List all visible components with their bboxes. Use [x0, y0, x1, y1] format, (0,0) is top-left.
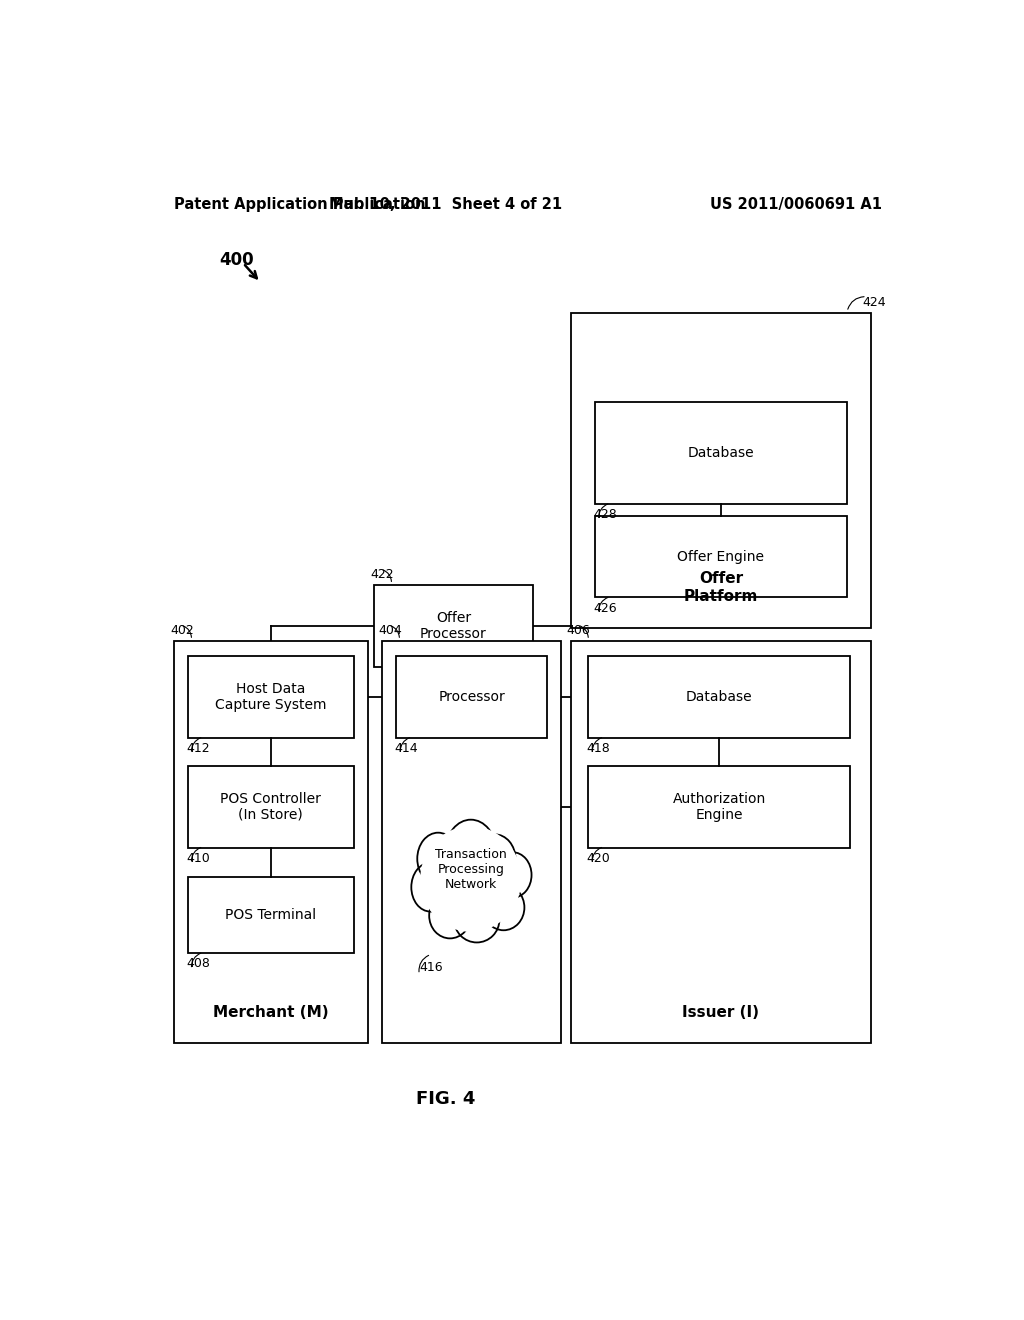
- Text: Database: Database: [687, 446, 754, 461]
- Text: 428: 428: [593, 508, 616, 521]
- Ellipse shape: [494, 853, 531, 898]
- Text: 412: 412: [186, 742, 210, 755]
- Text: Issuer (I): Issuer (I): [682, 1005, 760, 1019]
- Ellipse shape: [429, 892, 471, 939]
- Text: 400: 400: [219, 251, 254, 269]
- Text: Merchant (M): Merchant (M): [213, 1005, 329, 1019]
- Text: 422: 422: [370, 568, 393, 581]
- Bar: [595, 403, 847, 504]
- Bar: [570, 642, 870, 1043]
- Bar: [382, 642, 560, 1043]
- Ellipse shape: [482, 884, 524, 931]
- Bar: [374, 585, 532, 667]
- Text: US 2011/0060691 A1: US 2011/0060691 A1: [710, 197, 882, 211]
- Text: 410: 410: [186, 851, 210, 865]
- Text: Authorization
Engine: Authorization Engine: [673, 792, 766, 822]
- Bar: [187, 656, 354, 738]
- Bar: [174, 642, 369, 1043]
- Ellipse shape: [455, 896, 500, 942]
- Text: Offer
Processor: Offer Processor: [420, 611, 486, 642]
- Text: 406: 406: [567, 624, 591, 638]
- Bar: [570, 313, 870, 628]
- Text: 402: 402: [170, 624, 194, 638]
- Text: Offer Engine: Offer Engine: [677, 550, 764, 564]
- Bar: [187, 876, 354, 953]
- Text: 420: 420: [587, 851, 610, 865]
- Text: 408: 408: [186, 957, 210, 970]
- Text: 424: 424: [863, 296, 887, 309]
- Ellipse shape: [417, 833, 459, 884]
- Text: Mar. 10, 2011  Sheet 4 of 21: Mar. 10, 2011 Sheet 4 of 21: [329, 197, 562, 211]
- Text: Host Data
Capture System: Host Data Capture System: [215, 682, 327, 713]
- Text: 414: 414: [394, 742, 418, 755]
- Bar: [396, 656, 547, 738]
- Text: Processor: Processor: [438, 690, 505, 704]
- Text: 404: 404: [378, 624, 401, 638]
- Text: FIG. 4: FIG. 4: [416, 1089, 475, 1107]
- Ellipse shape: [412, 863, 450, 912]
- Bar: [588, 656, 850, 738]
- Text: Patent Application Publication: Patent Application Publication: [174, 197, 426, 211]
- Text: 426: 426: [593, 602, 616, 615]
- Bar: [595, 516, 847, 598]
- Text: Transaction
Processing
Network: Transaction Processing Network: [435, 849, 507, 891]
- Text: POS Controller
(In Store): POS Controller (In Store): [220, 792, 322, 822]
- Text: POS Terminal: POS Terminal: [225, 908, 316, 923]
- Bar: [588, 766, 850, 847]
- Ellipse shape: [420, 826, 521, 932]
- Text: 416: 416: [419, 961, 442, 974]
- Text: Offer
Platform: Offer Platform: [684, 572, 758, 603]
- Text: 418: 418: [587, 742, 610, 755]
- Text: Database: Database: [686, 690, 753, 704]
- Ellipse shape: [474, 834, 515, 883]
- Bar: [187, 766, 354, 847]
- Ellipse shape: [445, 820, 496, 882]
